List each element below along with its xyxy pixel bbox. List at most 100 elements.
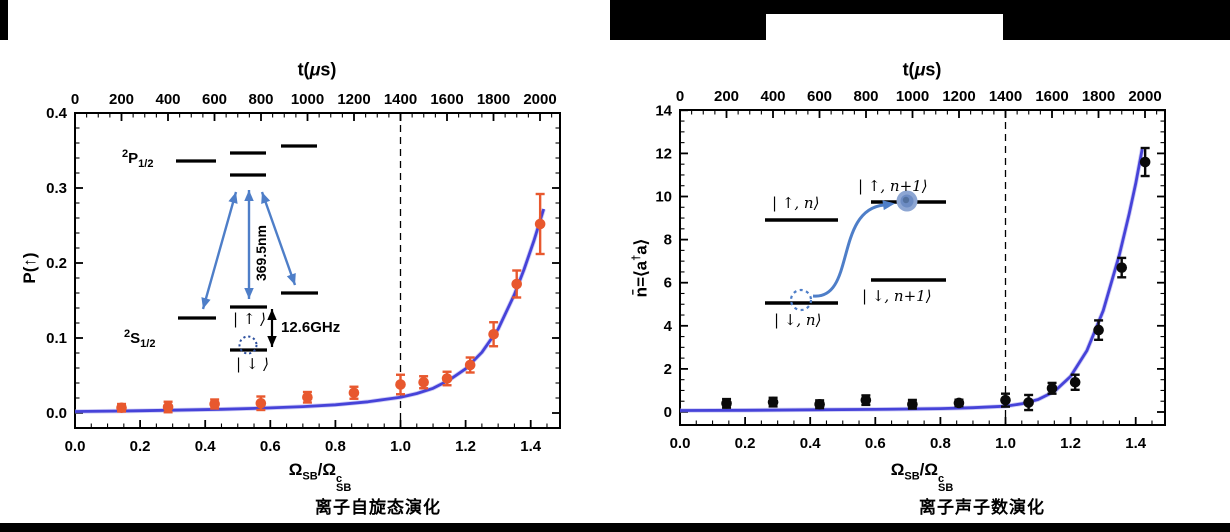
data-point bbox=[348, 387, 360, 399]
data-point bbox=[860, 394, 872, 406]
arrow-head bbox=[286, 273, 296, 285]
t-tick-label: 0 bbox=[676, 88, 684, 105]
y-tick-label: 6 bbox=[664, 275, 672, 292]
initial-state-dashed-circle bbox=[789, 288, 813, 312]
t-tick-label: 1600 bbox=[1035, 88, 1068, 105]
right-caption: 离子声子数演化 bbox=[919, 498, 1045, 517]
data-point bbox=[464, 359, 476, 371]
x-tick-label: 1.2 bbox=[455, 438, 476, 455]
t-tick-label: 800 bbox=[248, 91, 273, 108]
x-tick-label: 0.2 bbox=[130, 438, 151, 455]
data-point bbox=[1046, 382, 1058, 394]
y-tick-label: 0.2 bbox=[46, 255, 67, 272]
y-tick-label: 8 bbox=[664, 232, 672, 249]
top-black-block-right bbox=[1003, 14, 1230, 40]
data-point bbox=[1000, 394, 1011, 406]
ticks bbox=[74, 112, 560, 428]
left-plot-axes: 0.0 0.2 0.4 0.6 0.8 1.0 1.2 1.40.00.10.20.30.40… bbox=[46, 91, 561, 455]
data-point bbox=[418, 376, 429, 388]
tick-labels: 0.0 0.2 0.4 0.6 0.8 1.0 1.2 1.40.00.10.20.30.40… bbox=[46, 91, 557, 455]
t-tick-label: 600 bbox=[202, 91, 227, 108]
s12-state-label: 2S1/2 bbox=[124, 328, 156, 350]
data-point bbox=[302, 391, 313, 403]
splitting-label: 12.6GHz bbox=[281, 319, 341, 336]
left-x-axis-title: ΩSB/Ω c SB bbox=[288, 460, 352, 495]
up-n-ket-label: | ↑, n⟩ bbox=[772, 194, 820, 212]
top-black-strip bbox=[610, 0, 1230, 14]
wavelength-label: 369.5nm bbox=[253, 224, 269, 282]
t-tick-label: 1000 bbox=[896, 88, 929, 105]
t-tick-label: 1200 bbox=[337, 91, 370, 108]
down-ket-label: | ↓ ⟩ bbox=[236, 355, 270, 373]
ion-level-diagram-inset bbox=[176, 144, 318, 355]
x-tick-label: 1.0 bbox=[390, 438, 411, 455]
arrow-head bbox=[882, 200, 895, 211]
sideband-diagram-inset bbox=[765, 190, 946, 312]
fit-curve-halo bbox=[74, 208, 546, 414]
data-point bbox=[511, 278, 523, 290]
x-tick-label: 0.8 bbox=[930, 435, 951, 452]
data-point bbox=[209, 398, 220, 410]
top-black-block-left bbox=[610, 14, 766, 40]
down-n-ket-label: | ↓, n⟩ bbox=[774, 311, 822, 329]
data-point bbox=[1116, 262, 1128, 273]
y-tick-label: 2 bbox=[664, 361, 672, 378]
x-tick-label: 0.0 bbox=[65, 438, 86, 455]
x-tick-label: 0.2 bbox=[735, 435, 756, 452]
x-tick-label: 0.4 bbox=[195, 438, 217, 455]
data-point bbox=[1093, 324, 1104, 336]
axes-frame bbox=[679, 109, 1166, 426]
down-n1-ket-label: | ↓, n+1⟩ bbox=[862, 287, 932, 305]
t-tick-label: 200 bbox=[714, 88, 739, 105]
x-tick-label: 1.2 bbox=[1060, 435, 1081, 452]
up-n1-ket-label: | ↑, n+1⟩ bbox=[858, 177, 928, 195]
axes-frame bbox=[74, 112, 561, 429]
arrow-head bbox=[261, 192, 271, 204]
data-point bbox=[441, 373, 453, 384]
arrow-head bbox=[244, 288, 254, 299]
data-point bbox=[116, 402, 127, 414]
t-tick-label: 1800 bbox=[477, 91, 510, 108]
data-point bbox=[255, 397, 267, 409]
x-tick-label: 0.8 bbox=[325, 438, 346, 455]
y-tick-label: 0 bbox=[664, 404, 672, 421]
left-caption: 离子自旋态演化 bbox=[315, 498, 441, 517]
x-tick-label: 0.6 bbox=[865, 435, 886, 452]
data-points bbox=[721, 156, 1151, 410]
top-left-black-block bbox=[0, 0, 8, 40]
arrow-head bbox=[201, 297, 211, 309]
t-tick-label: 1800 bbox=[1082, 88, 1115, 105]
data-point bbox=[1069, 376, 1081, 388]
arrow-head bbox=[228, 192, 238, 204]
data-point bbox=[1139, 156, 1151, 168]
p12-state-label: 2P1/2 bbox=[122, 148, 154, 170]
t-tick-label: 600 bbox=[807, 88, 832, 105]
bottom-black-bar bbox=[0, 523, 1230, 532]
t-tick-label: 1200 bbox=[942, 88, 975, 105]
right-top-axis-title: t(μs) bbox=[902, 59, 942, 80]
data-point bbox=[395, 379, 406, 390]
x-tick-label: 0.4 bbox=[800, 435, 822, 452]
arrow-head bbox=[267, 309, 277, 320]
ticks bbox=[679, 109, 1165, 425]
t-tick-label: 200 bbox=[109, 91, 134, 108]
left-y-axis-title: P(↑) bbox=[20, 252, 39, 284]
y-tick-label: 0.4 bbox=[46, 105, 68, 122]
x-tick-label: 1.4 bbox=[1125, 435, 1147, 452]
right-y-axis-title: n̄=⟨a†a⟩ bbox=[630, 238, 651, 298]
t-tick-label: 400 bbox=[155, 91, 180, 108]
t-tick-label: 1400 bbox=[384, 91, 417, 108]
t-tick-label: 1600 bbox=[430, 91, 463, 108]
data-point bbox=[1023, 397, 1034, 408]
t-tick-label: 2000 bbox=[523, 91, 556, 108]
arrow-head bbox=[267, 336, 277, 347]
left-top-axis-title: t(μs) bbox=[297, 59, 337, 80]
sideband-excitation-arrow bbox=[812, 203, 885, 298]
y-tick-label: 4 bbox=[664, 318, 673, 335]
phonon-ball-core bbox=[902, 196, 910, 204]
y-tick-label: 14 bbox=[655, 102, 672, 119]
laser-transition-arrow bbox=[260, 191, 297, 286]
arrow-head bbox=[244, 190, 254, 201]
